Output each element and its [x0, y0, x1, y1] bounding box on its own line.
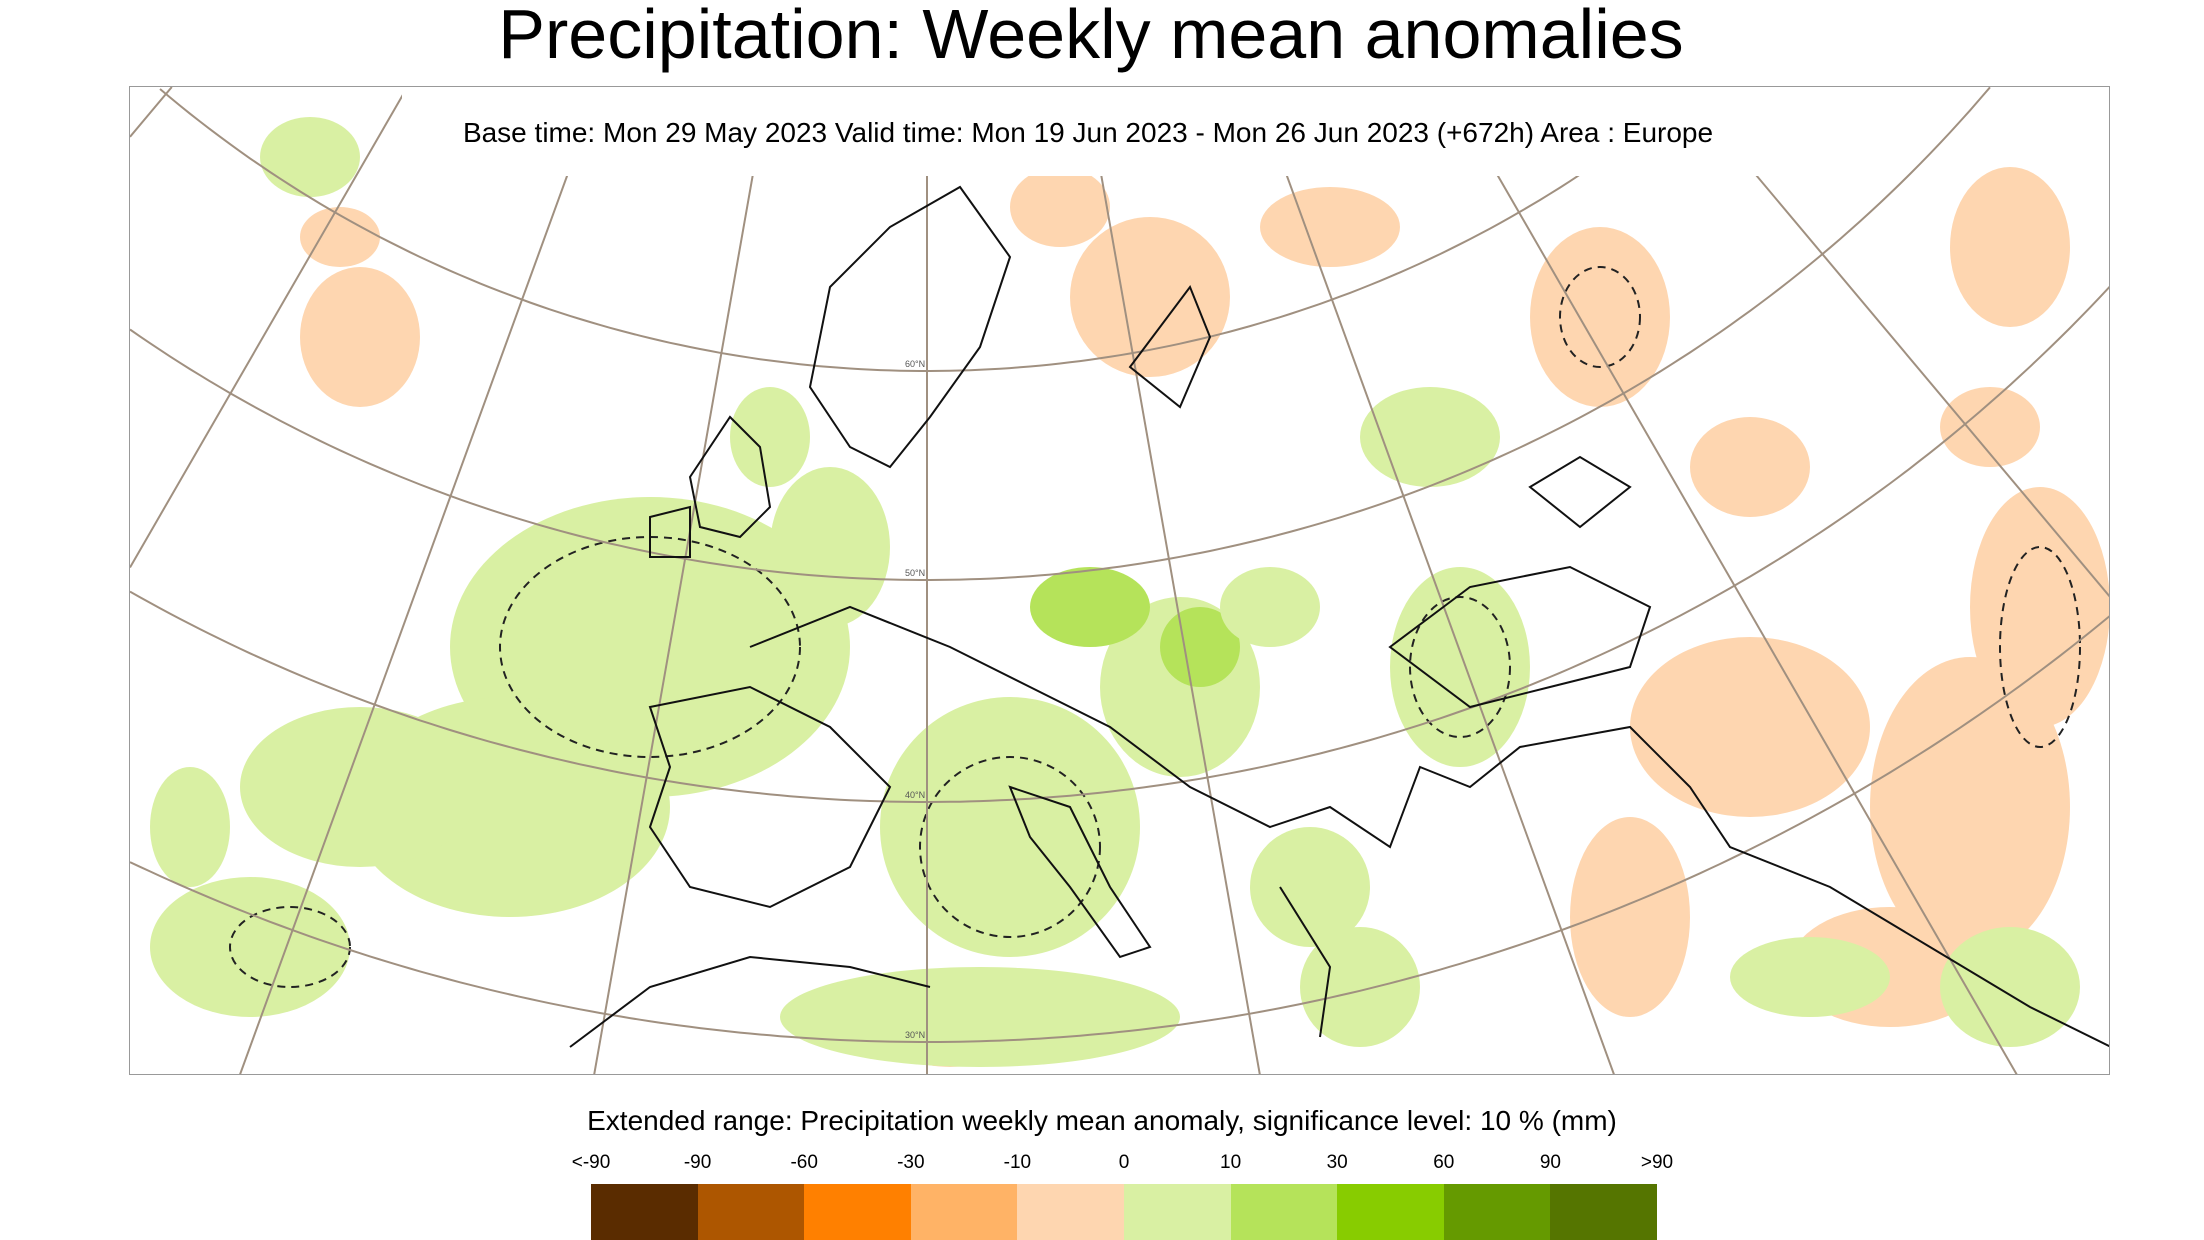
coastline — [749, 605, 2109, 1048]
legend-swatch — [1017, 1184, 1124, 1240]
significance-contour — [1999, 546, 2081, 748]
latitude-label: 40°N — [905, 790, 925, 800]
legend-swatch — [1123, 1184, 1231, 1240]
negative-anomaly-area — [1010, 167, 1110, 247]
latitude-label: 60°N — [905, 359, 925, 369]
coastline — [1008, 785, 1152, 959]
meridian-line — [1445, 87, 2018, 1074]
negative-anomaly-area — [1530, 227, 1670, 407]
positive-anomaly-area — [880, 697, 1140, 957]
positive-anomaly-area — [1300, 927, 1420, 1047]
negative-anomaly-area — [1260, 187, 1400, 267]
legend-label: >90 — [1640, 1152, 1674, 1173]
negative-anomaly-area — [1630, 637, 1870, 817]
latitude-label: 30°N — [905, 1030, 925, 1040]
coastline — [1528, 455, 1632, 529]
meridian-line — [130, 87, 409, 568]
legend-label: 30 — [1326, 1152, 1348, 1173]
latitude-line — [130, 615, 2109, 1043]
legend-swatch — [591, 1184, 698, 1240]
positive-anomaly-area — [150, 877, 350, 1017]
negative-anomaly-area — [300, 267, 420, 407]
positive-anomaly-area — [730, 387, 810, 487]
legend-swatch — [697, 1184, 805, 1240]
legend-label: 0 — [1118, 1152, 1130, 1173]
page-title: Precipitation: Weekly mean anomalies — [498, 0, 1684, 73]
legend-labels: <-90 -90 -60 -30 -10 0 10 30 60 90 >90 — [572, 1152, 1673, 1176]
coastline — [1279, 886, 1332, 1038]
negative-anomaly-area — [1570, 817, 1690, 1017]
legend-swatch — [804, 1184, 911, 1240]
map-subtitle: Base time: Mon 29 May 2023 Valid time: M… — [462, 117, 1714, 148]
legend-label: 90 — [1539, 1152, 1561, 1173]
meridian-line — [1253, 87, 1615, 1074]
meridian-line — [593, 87, 770, 1074]
subtitle-box: Base time: Mon 29 May 2023 Valid time: M… — [402, 87, 1774, 176]
legend-swatch — [1337, 1184, 1444, 1240]
legend-label: -30 — [897, 1152, 925, 1173]
legend-swatch — [1230, 1184, 1338, 1240]
significance-contour — [499, 536, 801, 758]
legend-swatch — [910, 1184, 1018, 1240]
latitude-line — [159, 88, 1691, 372]
negative-anomaly-area — [1070, 217, 1230, 377]
latitude-line — [130, 87, 1991, 581]
precipitation-anomaly-map: 60°N 50°N 40°N 30°N Base time: Mon 29 May 2… — [129, 86, 2110, 1075]
latitude-label: 50°N — [905, 568, 925, 578]
significance-contour — [919, 756, 1101, 938]
legend-swatch — [1550, 1184, 1657, 1240]
legend-label: -10 — [1003, 1152, 1032, 1173]
positive-anomaly-area — [1250, 827, 1370, 947]
legend-label: -90 — [683, 1152, 712, 1173]
coastline — [1388, 565, 1652, 709]
meridian-line — [130, 87, 173, 138]
negative-anomaly-area — [1950, 167, 2070, 327]
coastline — [808, 185, 1012, 469]
latitude-line — [130, 286, 2109, 803]
legend-title: Extended range: Precipitation weekly mea… — [587, 1105, 1617, 1136]
significance-contour — [1409, 596, 1511, 738]
negative-anomaly-area — [1940, 387, 2040, 467]
coastline — [648, 685, 892, 909]
positive-anomaly-area — [1220, 567, 1320, 647]
positive-anomaly-area — [1730, 937, 1890, 1017]
legend-swatch — [1443, 1184, 1551, 1240]
map-canvas: 60°N 50°N 40°N 30°N — [130, 87, 2109, 1074]
legend-colorbar — [591, 1184, 1657, 1240]
coastline — [569, 955, 931, 1048]
meridian-line — [239, 87, 601, 1074]
coastline — [688, 415, 772, 539]
positive-anomaly-area — [1360, 387, 1500, 487]
positive-anomaly-area — [780, 967, 1180, 1067]
positive-anomaly-area — [1030, 567, 1150, 647]
coastline — [649, 505, 691, 558]
coastline — [1128, 284, 1212, 409]
positive-anomaly-area — [770, 467, 890, 627]
positive-anomaly-area — [150, 767, 230, 887]
positive-anomaly-area — [260, 117, 360, 197]
legend-label: 10 — [1220, 1152, 1242, 1173]
legend-label: <-90 — [571, 1152, 611, 1173]
significance-contour — [229, 906, 351, 988]
positive-anomaly-area — [1940, 927, 2080, 1047]
significance-contour — [1559, 266, 1641, 368]
meridian-line — [1084, 87, 1261, 1074]
positive-anomaly-area — [240, 707, 480, 867]
negative-anomaly-area — [1690, 417, 1810, 517]
negative-anomaly-area — [300, 207, 380, 267]
legend-label: 60 — [1433, 1152, 1455, 1173]
legend-label: -60 — [790, 1152, 818, 1173]
